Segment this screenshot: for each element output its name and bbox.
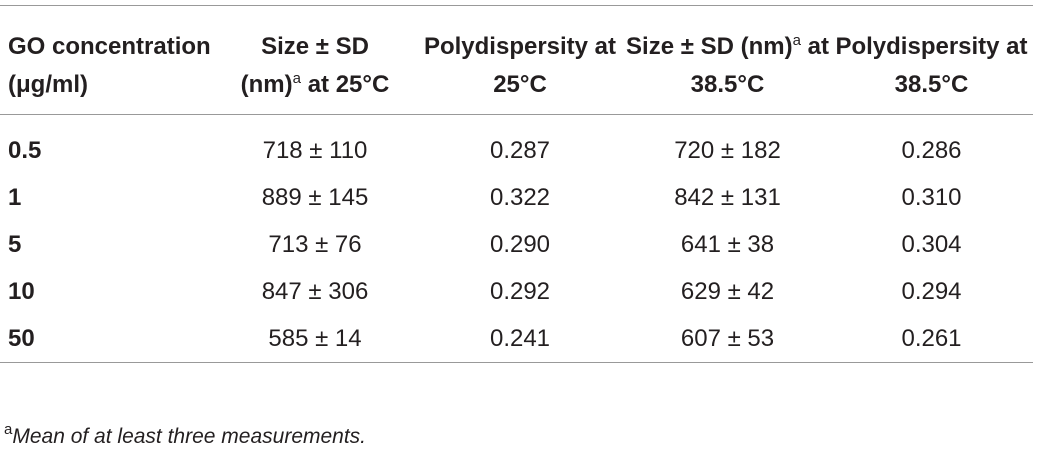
table-row: 1 889 ± 145 0.322 842 ± 131 0.310 (0, 174, 1033, 221)
table-cell: 0.287 (489, 136, 551, 164)
table-cell: 713 ± 76 (268, 230, 362, 258)
table-cell: 0.294 (901, 277, 962, 305)
header-sup: a (292, 70, 301, 87)
footnote-text: Mean of at least three measurements. (12, 425, 367, 448)
table-row: 10 847 ± 306 0.292 629 ± 42 0.294 (0, 268, 1033, 315)
table-body: 0.5 718 ± 110 0.287 720 ± 182 0.286 1 889 ± 14… (0, 115, 1033, 363)
table-row: 5 713 ± 76 0.290 641 ± 38 0.304 (0, 221, 1033, 268)
header-text: Polydispersity at 38.5°C (835, 33, 1028, 98)
table-cell: 847 ± 306 (261, 277, 369, 305)
table-cell: 720 ± 182 (674, 136, 781, 164)
header-text: Polydispersity at 25°C (423, 33, 617, 98)
header-text: at 38.5°C (690, 33, 829, 98)
table-cell: 50 (8, 324, 35, 352)
table-cell: 607 ± 53 (680, 324, 775, 352)
footnote-marker: a (4, 421, 13, 438)
table-cell: 641 ± 38 (680, 230, 775, 258)
table-cell: 0.292 (489, 277, 551, 305)
table-cell: 0.322 (489, 183, 551, 211)
header-text: Size ± SD (nm) (626, 33, 793, 60)
header-text: GO concentration (μg/ml) (8, 33, 211, 98)
table-cell: 5 (8, 230, 22, 258)
table-cell: 1 (8, 183, 22, 211)
header-sup: a (792, 32, 801, 49)
header-row: GO concentration (μg/ml) Size ± SD (nm)a a… (0, 5, 1033, 115)
table-cell: 10 (8, 277, 35, 305)
table-cell: 0.261 (901, 324, 962, 352)
header-text: Size ± SD (nm) (240, 33, 369, 98)
table-cell: 585 ± 14 (268, 324, 362, 352)
header-text: at 25°C (307, 71, 390, 98)
table-cell: 0.286 (901, 136, 962, 164)
table-row: 0.5 718 ± 110 0.287 720 ± 182 0.286 (0, 115, 1033, 175)
header-cell: GO concentration (μg/ml) (0, 5, 215, 115)
table-cell: 0.310 (901, 183, 962, 211)
header-cell: Size ± SD (nm)a at 38.5°C (625, 5, 830, 115)
header-cell: Polydispersity at 38.5°C (830, 5, 1033, 115)
table-cell: 0.290 (489, 230, 551, 258)
table-cell: 889 ± 145 (261, 183, 369, 211)
data-table: GO concentration (μg/ml) Size ± SD (nm)a a… (0, 5, 1033, 363)
header-cell: Polydispersity at 25°C (415, 5, 625, 115)
table-cell: 0.241 (489, 324, 551, 352)
table-row: 50 585 ± 14 0.241 607 ± 53 0.261 (0, 315, 1033, 363)
table-cell: 842 ± 131 (674, 183, 781, 211)
table-cell: 0.304 (901, 230, 962, 258)
footnote: aMean of at least three measurements. (4, 422, 367, 449)
table-cell: 629 ± 42 (680, 277, 775, 305)
table-cell: 0.5 (8, 136, 42, 164)
table-cell: 718 ± 110 (262, 136, 368, 164)
header-cell: Size ± SD (nm)a at 25°C (215, 5, 415, 115)
